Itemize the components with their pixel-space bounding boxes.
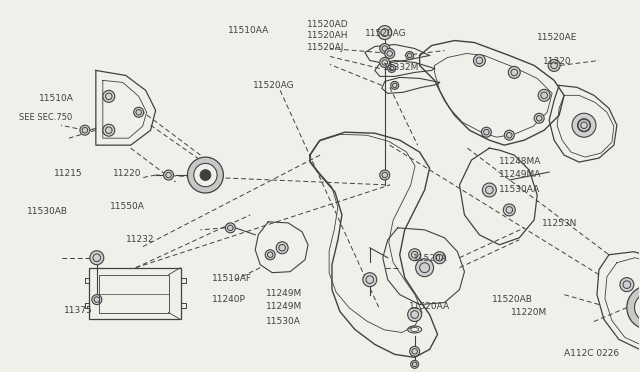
Circle shape	[380, 170, 390, 180]
Text: 11520AJ: 11520AJ	[307, 42, 344, 51]
Circle shape	[433, 252, 445, 264]
Circle shape	[265, 250, 275, 260]
Circle shape	[534, 113, 544, 123]
Text: 11249M: 11249M	[266, 289, 302, 298]
Text: 11520AG: 11520AG	[365, 29, 406, 38]
Circle shape	[388, 64, 396, 73]
Text: 11520AB: 11520AB	[492, 295, 533, 304]
Text: 11510AA: 11510AA	[228, 26, 269, 35]
Circle shape	[474, 54, 485, 67]
Text: 11249MA: 11249MA	[499, 170, 541, 179]
Circle shape	[415, 259, 433, 277]
Text: SEE SEC.750: SEE SEC.750	[19, 113, 72, 122]
Circle shape	[503, 204, 515, 216]
Circle shape	[406, 51, 413, 60]
Circle shape	[90, 251, 104, 265]
Text: 11550A: 11550A	[109, 202, 145, 211]
Text: 11220M: 11220M	[511, 308, 548, 317]
Text: 11530A: 11530A	[266, 317, 301, 326]
Text: 11232: 11232	[125, 235, 154, 244]
Circle shape	[380, 44, 390, 54]
Circle shape	[409, 249, 420, 261]
Circle shape	[200, 170, 211, 180]
Circle shape	[634, 293, 640, 322]
Text: 11520A: 11520A	[412, 254, 447, 263]
Text: 11220: 11220	[113, 169, 141, 177]
Circle shape	[194, 163, 217, 187]
Circle shape	[504, 130, 515, 140]
Text: 11240P: 11240P	[212, 295, 246, 304]
Text: 11520AE: 11520AE	[537, 33, 577, 42]
Text: 11320: 11320	[543, 57, 572, 66]
Circle shape	[385, 48, 395, 58]
Circle shape	[164, 170, 173, 180]
Circle shape	[380, 58, 390, 67]
Circle shape	[620, 278, 634, 292]
Circle shape	[103, 90, 115, 102]
Circle shape	[411, 360, 419, 368]
Circle shape	[578, 119, 590, 131]
Text: 11375: 11375	[64, 306, 92, 315]
Bar	[99, 275, 168, 312]
Circle shape	[633, 291, 640, 318]
Bar	[89, 268, 180, 320]
Circle shape	[378, 26, 392, 39]
Text: 11215: 11215	[54, 169, 82, 177]
Circle shape	[572, 113, 596, 137]
Text: 11332M: 11332M	[383, 63, 419, 72]
Circle shape	[627, 286, 640, 330]
Text: 11520AG: 11520AG	[253, 81, 294, 90]
Text: 11510AF: 11510AF	[212, 274, 252, 283]
Circle shape	[408, 308, 422, 321]
Circle shape	[363, 273, 377, 286]
Text: 11510A: 11510A	[40, 94, 74, 103]
Circle shape	[391, 81, 399, 89]
Circle shape	[80, 125, 90, 135]
Circle shape	[481, 127, 492, 137]
Circle shape	[134, 107, 143, 117]
Circle shape	[548, 60, 560, 71]
Text: 11520AH: 11520AH	[307, 31, 349, 41]
Text: A112C 0226: A112C 0226	[564, 349, 619, 358]
Text: 11530AA: 11530AA	[499, 185, 540, 194]
Text: 11253N: 11253N	[542, 219, 577, 228]
Text: 11530AB: 11530AB	[27, 208, 68, 217]
Circle shape	[410, 346, 420, 356]
Text: 11248MA: 11248MA	[499, 157, 541, 166]
Circle shape	[538, 89, 550, 101]
Circle shape	[92, 295, 102, 305]
Circle shape	[188, 157, 223, 193]
Text: 11520AA: 11520AA	[409, 302, 451, 311]
Circle shape	[508, 67, 520, 78]
Text: 11520AD: 11520AD	[307, 20, 349, 29]
Circle shape	[483, 183, 497, 197]
Circle shape	[225, 223, 236, 233]
Circle shape	[276, 242, 288, 254]
Text: 11249M: 11249M	[266, 302, 302, 311]
Circle shape	[103, 124, 115, 136]
